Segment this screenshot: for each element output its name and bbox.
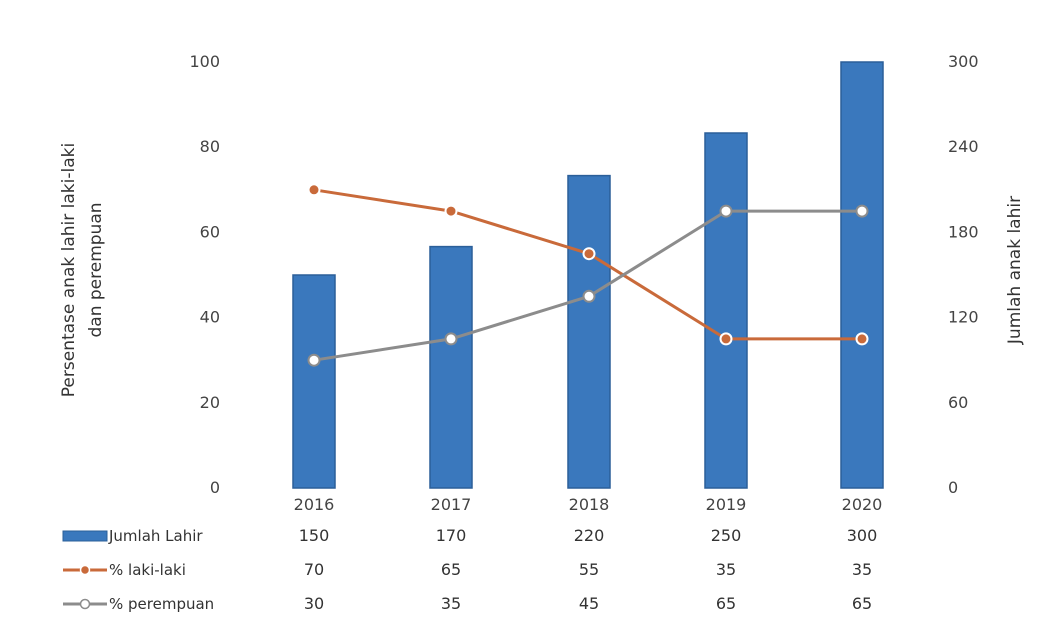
- table-cell: 65: [852, 594, 872, 613]
- y2-tick-label: 300: [948, 52, 979, 71]
- point-0-2016: [307, 183, 321, 197]
- y-tick-label: 80: [200, 137, 220, 156]
- y-tick-label: 100: [189, 52, 220, 71]
- y2-tick-label: 120: [948, 308, 979, 327]
- table-cell: 65: [716, 594, 736, 613]
- x-tick-label: 2017: [431, 495, 472, 514]
- y2-tick-label: 0: [948, 478, 958, 497]
- y-tick-label: 60: [200, 222, 220, 241]
- y-tick-label: 40: [200, 308, 220, 327]
- bar-series-jumlah-lahir: [292, 61, 884, 489]
- legend-key-bar: [62, 530, 108, 542]
- y2-tick-label: 60: [948, 393, 968, 412]
- y-tick-label: 20: [200, 393, 220, 412]
- left-axis-ticks: 0 20 40 60 80 100: [189, 52, 220, 497]
- x-tick-label: 2020: [842, 495, 883, 514]
- bar-2018: [567, 174, 611, 489]
- table-cell: 250: [711, 526, 742, 545]
- legend-label: Jumlah Lahir: [108, 527, 203, 545]
- right-axis-ticks: 0 60 120 180 240 300: [948, 52, 979, 497]
- point-0-2018: [582, 247, 596, 261]
- table-cell: 30: [304, 594, 324, 613]
- y2-tick-label: 180: [948, 222, 979, 241]
- legend-key-marker: [79, 598, 91, 610]
- point-1-2019: [719, 204, 733, 218]
- point-0-2017: [444, 204, 458, 218]
- table-cell: 70: [304, 560, 324, 579]
- table-cell: 220: [574, 526, 605, 545]
- x-tick-label: 2019: [706, 495, 747, 514]
- x-tick-label: 2016: [294, 495, 335, 514]
- y2-axis-title: Jumlah anak lahir: [1005, 196, 1025, 345]
- table-cell: 300: [847, 526, 878, 545]
- point-1-2017: [444, 332, 458, 346]
- bar-2019: [704, 132, 748, 489]
- table-cell: 65: [441, 560, 461, 579]
- data-table: Jumlah Lahir 150 170 220 250 300 % laki-laki 70…: [62, 526, 878, 613]
- table-cell: 170: [436, 526, 467, 545]
- line-series-group: [307, 183, 869, 367]
- table-cell: 150: [299, 526, 330, 545]
- point-0-2020: [855, 332, 869, 346]
- x-axis-ticks: 2016 2017 2018 2019 2020: [294, 495, 883, 514]
- table-cell: 35: [441, 594, 461, 613]
- bar-2017: [429, 245, 473, 489]
- x-tick-label: 2018: [569, 495, 610, 514]
- legend-key-marker: [79, 564, 91, 576]
- legend-label: % laki-laki: [109, 561, 186, 579]
- point-1-2020: [855, 204, 869, 218]
- y-axis-title-line-2: dan perempuan: [86, 202, 106, 337]
- y-axis-title-line-1: Persentase anak lahir laki-laki: [59, 143, 79, 397]
- point-1-2016: [307, 353, 321, 367]
- y-axis-title: Persentase anak lahir laki-laki dan pere…: [59, 143, 106, 397]
- legend-label: % perempuan: [109, 595, 214, 613]
- table-cell: 55: [579, 560, 599, 579]
- point-0-2019: [719, 332, 733, 346]
- bar-2016: [292, 274, 336, 489]
- point-1-2018: [582, 289, 596, 303]
- table-cell: 45: [579, 594, 599, 613]
- bar-2020: [840, 61, 884, 489]
- table-cell: 35: [852, 560, 872, 579]
- table-cell: 35: [716, 560, 736, 579]
- y2-tick-label: 240: [948, 137, 979, 156]
- y-tick-label: 0: [210, 478, 220, 497]
